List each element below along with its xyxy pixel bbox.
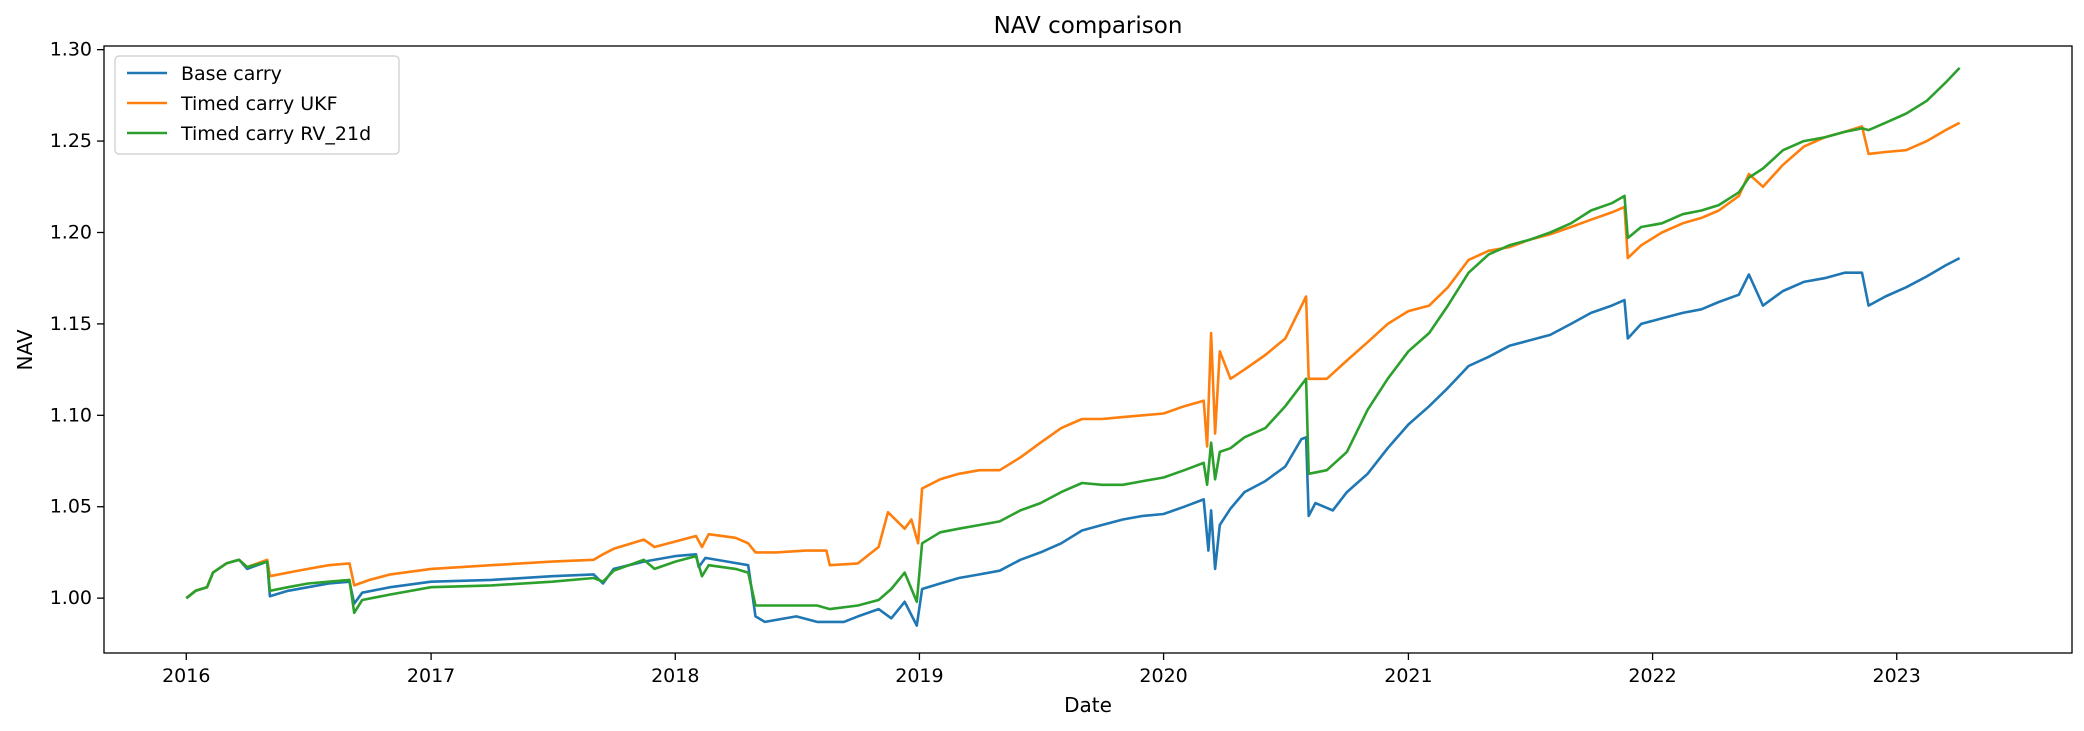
series-line-3 [185,67,1961,615]
x-tick-label: 2017 [407,665,455,687]
x-axis: 2016 2017 2018 2019 2020 2021 2022 2023 [162,653,1921,687]
x-tick-label: 2018 [651,665,699,687]
x-tick-label: 2020 [1139,665,1187,687]
series-line-2 [185,121,1961,600]
x-tick-label: 2019 [895,665,943,687]
x-axis-label: Date [1064,693,1112,717]
y-axis-label: NAV [13,329,37,370]
series-line-1 [185,256,1961,627]
x-tick-label: 2023 [1873,665,1921,687]
y-tick-label: 1.20 [50,221,92,243]
y-tick-label: 1.00 [50,587,92,609]
x-tick-label: 2022 [1628,665,1676,687]
y-axis: 1.00 1.05 1.10 1.15 1.20 1.25 1.30 [50,39,104,609]
plot-area [185,67,1961,627]
legend-label-3: Timed carry RV_21d [180,123,371,145]
y-tick-label: 1.30 [50,39,92,61]
plot-frame [103,45,2073,654]
y-tick-label: 1.05 [50,496,92,518]
chart-title: NAV comparison [994,13,1183,39]
y-tick-label: 1.15 [50,313,92,335]
legend-label-2: Timed carry UKF [180,93,338,115]
x-tick-label: 2021 [1384,665,1432,687]
x-tick-label: 2016 [162,665,210,687]
y-tick-label: 1.25 [50,130,92,152]
legend-label-1: Base carry [181,63,282,85]
legend: Base carry Timed carry UKF Timed carry RV_… [114,55,400,155]
legend-box [114,55,400,155]
y-tick-label: 1.10 [50,404,92,426]
